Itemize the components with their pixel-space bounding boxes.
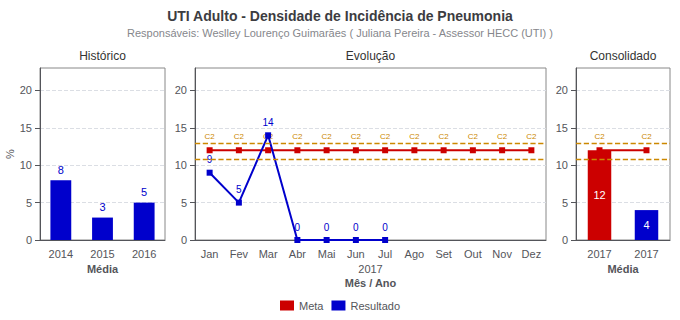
svg-text:14: 14 xyxy=(263,117,275,128)
svg-text:C2: C2 xyxy=(439,132,450,141)
svg-text:C2: C2 xyxy=(468,132,479,141)
svg-text:C2: C2 xyxy=(322,132,333,141)
svg-text:Histórico: Histórico xyxy=(79,49,126,63)
svg-text:Mês / Ano: Mês / Ano xyxy=(345,277,397,289)
svg-text:10: 10 xyxy=(175,159,187,171)
svg-text:C2: C2 xyxy=(380,132,391,141)
svg-text:Nov: Nov xyxy=(492,248,512,260)
svg-text:C2: C2 xyxy=(351,132,362,141)
svg-text:Mai: Mai xyxy=(318,248,336,260)
svg-text:Responsáveis: Weslley Lourenço: Responsáveis: Weslley Lourenço Guimarães… xyxy=(127,27,553,39)
svg-text:Jul: Jul xyxy=(378,248,392,260)
svg-text:Média: Média xyxy=(607,263,639,275)
svg-text:5: 5 xyxy=(141,186,147,198)
svg-text:Jun: Jun xyxy=(347,248,365,260)
svg-text:UTI Adulto - Densidade de Inci: UTI Adulto - Densidade de Incidência de … xyxy=(167,8,513,24)
svg-text:9: 9 xyxy=(206,154,213,166)
svg-text:Mar: Mar xyxy=(259,248,278,260)
svg-text:C2: C2 xyxy=(641,132,652,141)
svg-text:Média: Média xyxy=(87,263,119,275)
svg-text:C2: C2 xyxy=(263,132,274,142)
svg-text:0: 0 xyxy=(26,234,32,246)
svg-text:Fev: Fev xyxy=(230,248,249,260)
svg-text:5: 5 xyxy=(26,197,32,209)
svg-text:%: % xyxy=(4,149,16,159)
svg-text:0: 0 xyxy=(324,222,330,233)
svg-text:15: 15 xyxy=(556,122,568,134)
svg-text:Out: Out xyxy=(464,248,482,260)
svg-text:2017: 2017 xyxy=(587,248,611,260)
svg-text:C2: C2 xyxy=(292,132,303,141)
svg-text:15: 15 xyxy=(175,122,187,134)
svg-text:0: 0 xyxy=(562,234,568,246)
svg-text:C2: C2 xyxy=(409,132,420,141)
svg-text:Ago: Ago xyxy=(405,248,425,260)
svg-text:C2: C2 xyxy=(526,132,537,141)
svg-text:Jan: Jan xyxy=(201,248,219,260)
svg-text:Abr: Abr xyxy=(289,248,306,260)
svg-text:20: 20 xyxy=(175,84,187,96)
svg-text:20: 20 xyxy=(556,84,568,96)
svg-text:5: 5 xyxy=(181,197,187,209)
svg-text:Consolidado: Consolidado xyxy=(590,49,657,63)
svg-text:20: 20 xyxy=(20,84,32,96)
svg-text:4: 4 xyxy=(643,219,649,231)
svg-text:0: 0 xyxy=(295,222,301,233)
svg-text:0: 0 xyxy=(181,234,187,246)
svg-text:10: 10 xyxy=(20,159,32,171)
svg-text:2017: 2017 xyxy=(358,263,382,275)
svg-text:Set: Set xyxy=(435,248,452,260)
svg-text:2014: 2014 xyxy=(49,248,73,260)
svg-text:5: 5 xyxy=(236,184,242,195)
svg-text:0: 0 xyxy=(353,222,359,233)
svg-text:Meta: Meta xyxy=(299,300,324,312)
svg-text:2017: 2017 xyxy=(634,248,658,260)
svg-text:Evolução: Evolução xyxy=(346,49,396,63)
svg-text:2016: 2016 xyxy=(132,248,156,260)
svg-text:2015: 2015 xyxy=(90,248,114,260)
svg-text:12: 12 xyxy=(593,189,605,201)
svg-text:15: 15 xyxy=(20,122,32,134)
svg-text:0: 0 xyxy=(382,222,388,233)
svg-text:3: 3 xyxy=(99,201,105,213)
svg-text:8: 8 xyxy=(58,164,64,176)
svg-text:5: 5 xyxy=(562,197,568,209)
svg-text:C2: C2 xyxy=(594,132,605,141)
svg-text:10: 10 xyxy=(556,159,568,171)
svg-text:Dez: Dez xyxy=(522,248,542,260)
svg-text:C2: C2 xyxy=(234,132,245,141)
svg-text:C2: C2 xyxy=(205,132,216,141)
svg-text:Resultado: Resultado xyxy=(350,300,400,312)
svg-text:C2: C2 xyxy=(497,132,508,141)
